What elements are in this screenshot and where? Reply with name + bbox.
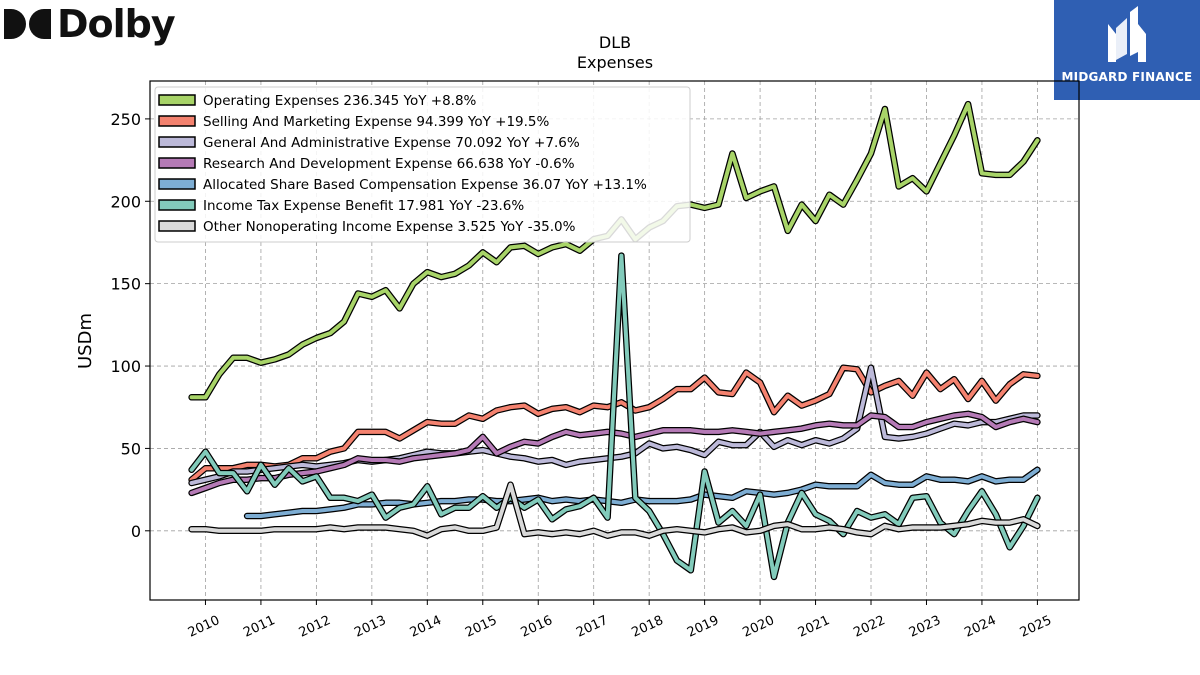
x-tick-label: 2024 [962, 613, 998, 641]
legend-box [154, 86, 691, 243]
plot-frame [149, 80, 1080, 601]
x-tick-label: 2025 [1018, 613, 1054, 641]
y-tick-label: 50 [121, 439, 141, 458]
y-tick-label: 0 [131, 522, 141, 541]
y-tick-label: 250 [110, 110, 141, 129]
y-tick-label: 100 [110, 357, 141, 376]
legend-swatch [158, 115, 196, 127]
x-tick-label: 2011 [241, 613, 277, 641]
y-tick-label: 200 [110, 192, 141, 211]
x-tick-label: 2013 [352, 613, 388, 641]
x-tick-label: 2018 [630, 613, 666, 641]
x-tick-label: 2017 [574, 613, 610, 641]
x-tick-label: 2020 [740, 613, 776, 641]
chart-title: DLB [599, 33, 631, 52]
x-tick-label: 2016 [519, 613, 555, 641]
x-tick-label: 2015 [463, 613, 499, 641]
series-line-6 [188, 481, 1041, 539]
x-tick-label: 2014 [408, 613, 444, 641]
series-line-5 [188, 252, 1041, 581]
legend-label: Allocated Share Based Compensation Expen… [203, 177, 647, 193]
legend-entry: Other Nonoperating Income Expense 3.525 … [158, 219, 576, 235]
x-tick-label: 2012 [297, 613, 333, 641]
legend-label: Operating Expenses 236.345 YoY +8.8% [203, 93, 477, 109]
x-tick-label: 2022 [851, 613, 887, 641]
legend-entry: Allocated Share Based Compensation Expen… [158, 177, 647, 193]
legend-swatch [158, 220, 196, 232]
legend-entry: Selling And Marketing Expense 94.399 YoY… [158, 114, 549, 130]
legend-swatch [158, 136, 196, 148]
legend-label: General And Administrative Expense 70.09… [203, 135, 580, 151]
legend-swatch [158, 94, 196, 106]
dolby-double-d-icon [4, 9, 51, 39]
y-tick-label: 150 [110, 275, 141, 294]
y-axis: 0 50 100 150 200 250 [110, 110, 150, 541]
legend-entry: Research And Development Expense 66.638 … [158, 156, 575, 172]
midgard-finance-logo: MIDGARD FINANCE [1054, 0, 1200, 100]
legend-swatch [158, 199, 196, 211]
legend-label: Other Nonoperating Income Expense 3.525 … [203, 219, 576, 235]
legend-swatch [158, 178, 196, 190]
x-tick-label: 2021 [796, 613, 832, 641]
midgard-m-icon [1108, 6, 1146, 62]
y-axis-label: USDm [75, 313, 96, 369]
dolby-logo: Dolby [4, 2, 176, 46]
legend-entry: General And Administrative Expense 70.09… [158, 135, 580, 151]
series-line-4 [243, 466, 1041, 520]
brand-name: Dolby [57, 2, 176, 46]
sponsor-name: MIDGARD FINANCE [1061, 70, 1193, 84]
legend-swatch [158, 157, 196, 169]
x-tick-label: 2010 [186, 613, 222, 641]
x-axis: 2010 2011 2012 2013 2014 2015 2016 2017 2018 2019… [186, 600, 1054, 641]
series-lines [188, 100, 1041, 581]
chart-subtitle: Expenses [577, 53, 653, 72]
x-tick-label: 2019 [685, 613, 721, 641]
legend: Operating Expenses 236.345 YoY +8.8% Sell… [154, 86, 691, 243]
legend-label: Income Tax Expense Benefit 17.981 YoY -2… [203, 198, 524, 214]
x-tick-label: 2023 [907, 613, 943, 641]
legend-entry: Income Tax Expense Benefit 17.981 YoY -2… [158, 198, 524, 214]
legend-entry: Operating Expenses 236.345 YoY +8.8% [158, 93, 477, 109]
legend-label: Research And Development Expense 66.638 … [203, 156, 575, 172]
legend-label: Selling And Marketing Expense 94.399 YoY… [203, 114, 549, 130]
